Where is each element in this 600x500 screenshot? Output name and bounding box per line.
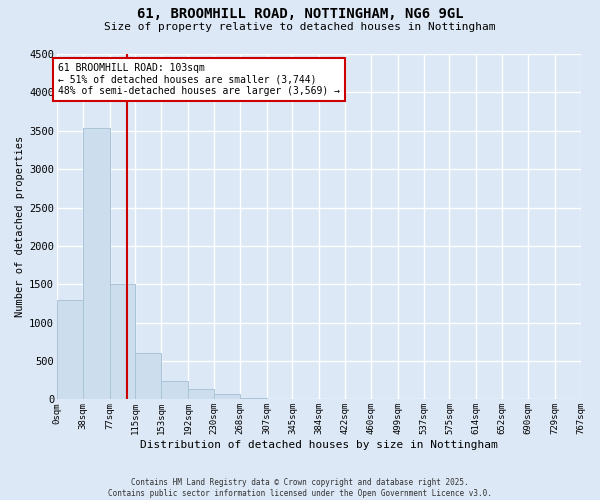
Bar (188, 390, 214, 400)
Y-axis label: Number of detached properties: Number of detached properties (15, 136, 25, 318)
Text: Contains HM Land Registry data © Crown copyright and database right 2025.
Contai: Contains HM Land Registry data © Crown c… (108, 478, 492, 498)
Text: Size of property relative to detached houses in Nottingham: Size of property relative to detached ho… (104, 22, 496, 32)
Bar (57, 300, 83, 400)
Bar (83, 128, 110, 400)
Bar (110, 284, 136, 400)
Text: 61, BROOMHILL ROAD, NOTTINGHAM, NG6 9GL: 61, BROOMHILL ROAD, NOTTINGHAM, NG6 9GL (137, 8, 463, 22)
Bar (214, 394, 240, 400)
X-axis label: Distribution of detached houses by size in Nottingham: Distribution of detached houses by size … (140, 440, 497, 450)
Text: 61 BROOMHILL ROAD: 103sqm
← 51% of detached houses are smaller (3,744)
48% of se: 61 BROOMHILL ROAD: 103sqm ← 51% of detac… (58, 63, 340, 96)
Bar (136, 354, 161, 400)
Bar (240, 398, 266, 400)
Bar (161, 381, 188, 400)
